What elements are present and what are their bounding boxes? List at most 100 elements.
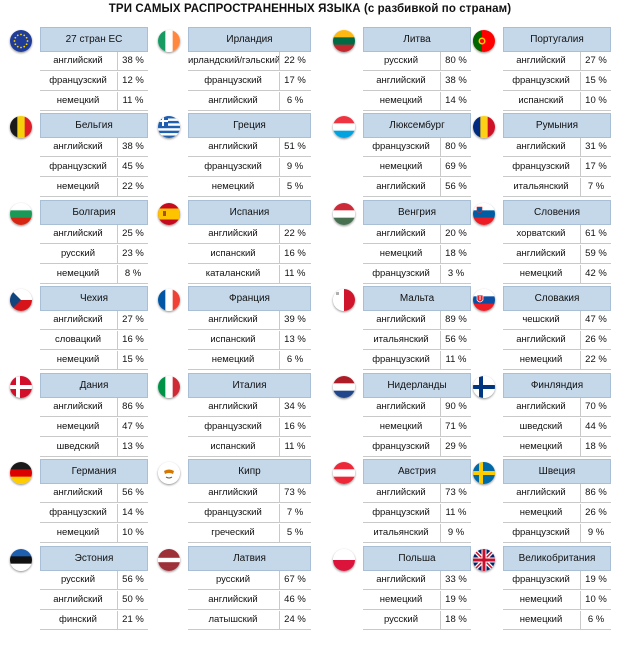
- language-percent: 18 %: [440, 245, 471, 263]
- country-block: Ирландия ирландский/гэльский 22 % французск…: [150, 27, 311, 111]
- language-percent: 14 %: [440, 92, 471, 110]
- language-row: английский 26 %: [503, 331, 611, 350]
- language-percent: 10 %: [117, 524, 148, 542]
- country-name: Италия: [188, 373, 311, 398]
- language-row: английский 86 %: [40, 398, 148, 417]
- language-row: французский 15 %: [503, 72, 611, 91]
- language-row: немецкий 6 %: [503, 611, 611, 630]
- language-name: русский: [60, 248, 96, 259]
- lithuania-flag-icon: [333, 30, 355, 52]
- language-row: шведский 13 %: [40, 438, 148, 457]
- language-percent: 7 %: [580, 178, 611, 196]
- language-row: французский 11 %: [363, 504, 471, 523]
- language-name: французский: [49, 161, 107, 172]
- language-row: английский 38 %: [363, 72, 471, 91]
- language-name: немецкий: [519, 268, 563, 279]
- language-row: каталанский 11 %: [188, 265, 311, 284]
- country-name: Польша: [363, 546, 471, 571]
- language-percent: 22 %: [117, 178, 148, 196]
- bulgaria-flag-icon: [10, 203, 32, 225]
- language-percent: 18 %: [580, 438, 611, 456]
- language-name: немецкий: [379, 421, 423, 432]
- language-percent: 6 %: [279, 92, 310, 110]
- uk-flag-icon: [473, 549, 495, 571]
- language-name: немецкий: [519, 507, 563, 518]
- language-row: английский 70 %: [503, 398, 611, 417]
- poland-flag-icon: [333, 549, 355, 571]
- language-percent: 16 %: [279, 245, 310, 263]
- language-row: хорватский 61 %: [503, 225, 611, 244]
- country-name: Великобритания: [503, 546, 611, 571]
- language-name: немецкий: [519, 614, 563, 625]
- country-name: 27 стран ЕС: [40, 27, 148, 52]
- language-name: немецкий: [211, 181, 255, 192]
- language-row: английский 27 %: [40, 311, 148, 330]
- language-name: немецкий: [519, 594, 563, 605]
- language-name: английский: [208, 95, 258, 106]
- latvia-flag-icon: [158, 549, 180, 571]
- language-percent: 22 %: [580, 351, 611, 369]
- country-block: Латвия русский 67 % английский 46 % латышский…: [150, 546, 311, 630]
- country-block: Бельгия английский 38 % французский 45 % неме…: [2, 113, 155, 197]
- country-block: Словакия чешский 47 % английский 26 % немецки…: [465, 286, 618, 370]
- country-block: Люксембург французский 80 % немецкий 69 % анг…: [325, 113, 478, 197]
- language-row: английский 38 %: [40, 138, 148, 157]
- language-row: английский 56 %: [40, 484, 148, 503]
- language-percent: 56 %: [117, 484, 148, 502]
- language-name: английский: [376, 574, 426, 585]
- denmark-flag-icon: [10, 376, 32, 398]
- language-percent: 47 %: [580, 311, 611, 329]
- language-percent: 6 %: [279, 351, 310, 369]
- language-percent: 23 %: [117, 245, 148, 263]
- language-name: английский: [376, 181, 426, 192]
- country-block: Венгрия английский 20 % немецкий 18 % француз…: [325, 200, 478, 284]
- language-row: английский 73 %: [363, 484, 471, 503]
- language-row: английский 86 %: [503, 484, 611, 503]
- language-row: немецкий 42 %: [503, 265, 611, 284]
- language-row: английский 27 %: [503, 52, 611, 71]
- greece-flag-icon: [158, 116, 180, 138]
- language-percent: 19 %: [440, 591, 471, 609]
- slovakia-flag-icon: [473, 289, 495, 311]
- country-block: Финляндия английский 70 % шведский 44 % немец…: [465, 373, 618, 457]
- language-row: словацкий 16 %: [40, 331, 148, 350]
- country-block: Дания английский 86 % немецкий 47 % шведский 1…: [2, 373, 155, 457]
- eu-flag-icon: [10, 30, 32, 52]
- country-name: Швеция: [503, 459, 611, 484]
- language-percent: 27 %: [117, 311, 148, 329]
- language-name: немецкий: [379, 594, 423, 605]
- luxembourg-flag-icon: [333, 116, 355, 138]
- language-name: итальянский: [373, 334, 429, 345]
- language-percent: 38 %: [440, 72, 471, 90]
- language-name: английский: [376, 487, 426, 498]
- language-percent: 27 %: [580, 52, 611, 70]
- language-percent: 16 %: [117, 331, 148, 349]
- language-name: английский: [208, 487, 258, 498]
- country-block: Болгария английский 25 % русский 23 % немецки…: [2, 200, 155, 284]
- language-percent: 71 %: [440, 418, 471, 436]
- language-name: английский: [516, 334, 566, 345]
- language-name: английский: [53, 141, 103, 152]
- language-percent: 11 %: [440, 351, 471, 369]
- country-name: Дания: [40, 373, 148, 398]
- language-percent: 73 %: [279, 484, 310, 502]
- language-row: французский 16 %: [188, 418, 311, 437]
- language-row: испанский 10 %: [503, 92, 611, 111]
- language-row: французский 12 %: [40, 72, 148, 91]
- country-block: Литва русский 80 % английский 38 % немецкий 14…: [325, 27, 478, 111]
- language-name: немецкий: [379, 161, 423, 172]
- country-name: Эстония: [40, 546, 148, 571]
- hungary-flag-icon: [333, 203, 355, 225]
- language-percent: 15 %: [117, 351, 148, 369]
- language-row: немецкий 71 %: [363, 418, 471, 437]
- language-name: английский: [208, 314, 258, 325]
- language-name: испанский: [210, 441, 256, 452]
- language-name: каталанский: [205, 268, 261, 279]
- language-percent: 42 %: [580, 265, 611, 283]
- language-row: немецкий 18 %: [363, 245, 471, 264]
- language-name: английский: [53, 228, 103, 239]
- language-row: немецкий 15 %: [40, 351, 148, 370]
- language-row: немецкий 11 %: [40, 92, 148, 111]
- language-row: английский 73 %: [188, 484, 311, 503]
- country-name: Нидерланды: [363, 373, 471, 398]
